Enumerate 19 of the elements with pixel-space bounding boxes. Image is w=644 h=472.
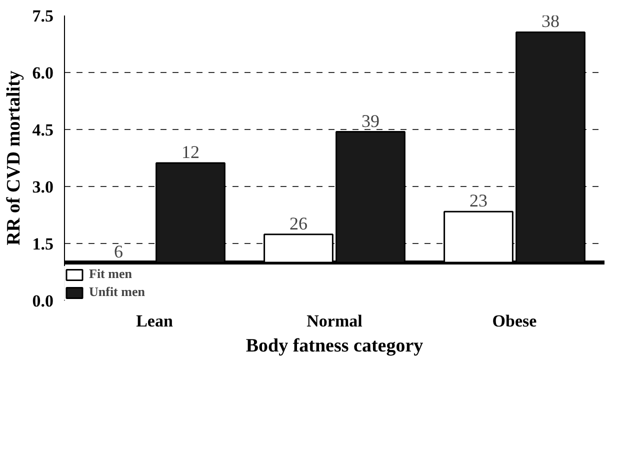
y-tick-label: 0.0: [32, 292, 54, 310]
x-tick-label: Obese: [492, 312, 538, 330]
legend-label: Unfit men: [89, 284, 145, 300]
y-tick-label: 1.5: [32, 234, 54, 254]
y-tick-label: 3.0: [32, 178, 54, 196]
x-tick-label: Lean: [136, 312, 174, 330]
x-axis-title: Body fatness category: [246, 336, 424, 356]
y-axis-title: RR of CVD mortality: [3, 70, 24, 246]
legend-label: Fit men: [89, 266, 132, 282]
x-tick-label: Normal: [306, 312, 363, 330]
annotation: 39: [362, 110, 380, 131]
annotation: 6: [114, 242, 123, 262]
y-tick-label: 4.5: [32, 120, 54, 140]
annotation: 38: [542, 11, 560, 32]
annotation: 26: [290, 213, 308, 234]
annotation: 12: [182, 142, 200, 162]
y-tick-label: 7.5: [32, 6, 54, 26]
annotation: 23: [470, 190, 488, 211]
y-tick-label: 6.0: [32, 64, 54, 82]
